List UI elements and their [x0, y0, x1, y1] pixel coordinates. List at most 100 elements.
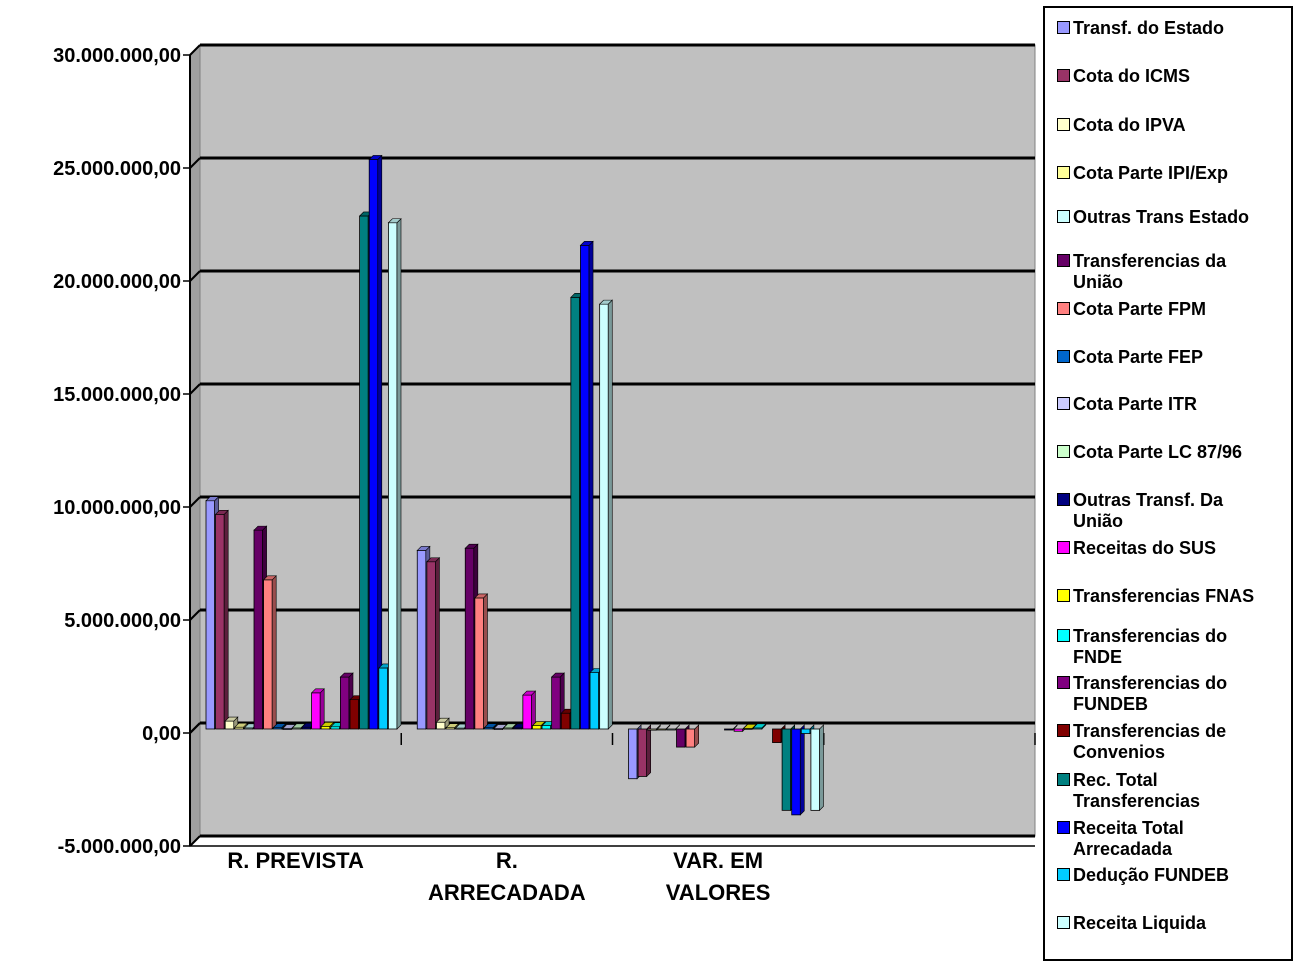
bar-side: [588, 240, 594, 730]
bar-front: [810, 728, 820, 811]
bar-side: [799, 724, 805, 816]
legend-swatch: [1057, 69, 1070, 82]
y-tick-label: 20.000.000,00: [53, 271, 181, 293]
bar-top: [531, 721, 546, 726]
bar-front: [772, 728, 782, 743]
bar-front: [666, 728, 676, 731]
bar-front: [339, 676, 350, 730]
legend-swatch: [1057, 350, 1070, 363]
bars: [205, 154, 824, 816]
bar: [272, 722, 287, 730]
bar-side: [665, 724, 671, 731]
legend-label: Receita Liquida: [1073, 913, 1207, 933]
bar: [368, 154, 383, 730]
bar-front: [570, 296, 580, 730]
legend-label: Cota do ICMS: [1073, 66, 1190, 86]
legend-swatch: [1057, 541, 1070, 554]
bar-top: [752, 723, 767, 729]
bar: [474, 593, 489, 730]
bar-side: [435, 557, 440, 730]
legend-label: Transf. do Estado: [1073, 18, 1225, 38]
bar-side: [223, 509, 229, 730]
legend-label: Receita Total Arrecadada: [1073, 818, 1184, 859]
bar-top: [262, 575, 277, 581]
bar: [810, 724, 824, 812]
bar-top: [205, 496, 220, 502]
bar-side: [377, 154, 383, 730]
bar: [387, 218, 402, 730]
bar-front: [791, 728, 801, 816]
legend-swatch: [1057, 589, 1070, 602]
bar: [435, 717, 450, 730]
legend-label: Cota Parte FPM: [1073, 299, 1207, 319]
bar: [752, 723, 767, 730]
bar-front: [330, 726, 340, 730]
bar-front: [426, 561, 436, 730]
bar-top: [550, 672, 565, 678]
gridline-side: [189, 157, 201, 169]
legend-swatch: [1057, 254, 1070, 267]
bar-front: [474, 597, 484, 730]
x-category-label: R. PREVISTA: [227, 848, 364, 873]
bar-top: [387, 218, 402, 224]
bar-top: [416, 546, 431, 551]
legend-label: Cota do IPVA: [1073, 115, 1186, 135]
legend-swatch: [1057, 397, 1070, 410]
x-category-label: R. ARRECADADA: [428, 848, 586, 905]
bar-front: [349, 699, 360, 730]
legend-label: Transferencias do FNDE: [1073, 626, 1228, 667]
bar-front: [628, 728, 638, 780]
legend-swatch: [1057, 445, 1070, 458]
bar-side: [694, 724, 700, 748]
bar-front: [551, 676, 561, 730]
bar-front: [589, 672, 600, 730]
gridline-side: [189, 44, 201, 56]
bar-front: [263, 579, 273, 730]
bar-top: [339, 672, 354, 678]
legend-swatch: [1057, 210, 1070, 223]
gridline-side: [189, 270, 201, 282]
y-tick-label: 10.000.000,00: [53, 497, 181, 519]
bar-front: [387, 222, 398, 730]
bar: [483, 722, 498, 730]
legend-swatch: [1057, 166, 1070, 179]
legend-label: Transferencias de Convenios: [1073, 721, 1227, 762]
legend-swatch: [1057, 724, 1070, 737]
y-tick-label: 5.000.000,00: [64, 610, 181, 632]
bar-top: [579, 241, 594, 246]
y-tick-label: 30.000.000,00: [53, 45, 181, 67]
legend-swatch: [1057, 773, 1070, 786]
bar: [224, 716, 239, 730]
bar-side: [646, 724, 652, 778]
bar: [598, 299, 613, 730]
bar-front: [320, 725, 331, 730]
bar-front: [685, 728, 696, 748]
legend-label: Cota Parte IPI/Exp: [1073, 163, 1229, 183]
y-tick-label: 15.000.000,00: [53, 384, 181, 406]
bar-top: [502, 723, 517, 729]
bar-top: [742, 724, 758, 729]
legend-label: Dedução FUNDEB: [1073, 865, 1230, 885]
bar-side: [732, 724, 738, 731]
bar: [579, 240, 594, 730]
bar-side: [675, 724, 680, 730]
plot-area: [199, 44, 1036, 837]
legend-label: Receitas do SUS: [1073, 538, 1217, 558]
bar-front: [541, 725, 552, 730]
legend-label: Transferencias FNAS: [1073, 586, 1255, 606]
bar: [656, 724, 671, 731]
legend-swatch: [1057, 676, 1070, 689]
bar-front: [522, 694, 532, 730]
bar-front: [215, 513, 225, 730]
bar: [791, 724, 805, 816]
bar-front: [205, 500, 216, 730]
legend-swatch: [1057, 21, 1070, 34]
bar-front: [436, 721, 446, 730]
bar-front: [800, 728, 811, 734]
bar-front: [368, 159, 379, 730]
y-tick-label: 0,00: [142, 723, 181, 745]
bar-front: [580, 244, 590, 730]
bar-front: [378, 667, 388, 730]
legend-swatch: [1057, 821, 1070, 834]
legend-label: Cota Parte ITR: [1073, 394, 1198, 414]
